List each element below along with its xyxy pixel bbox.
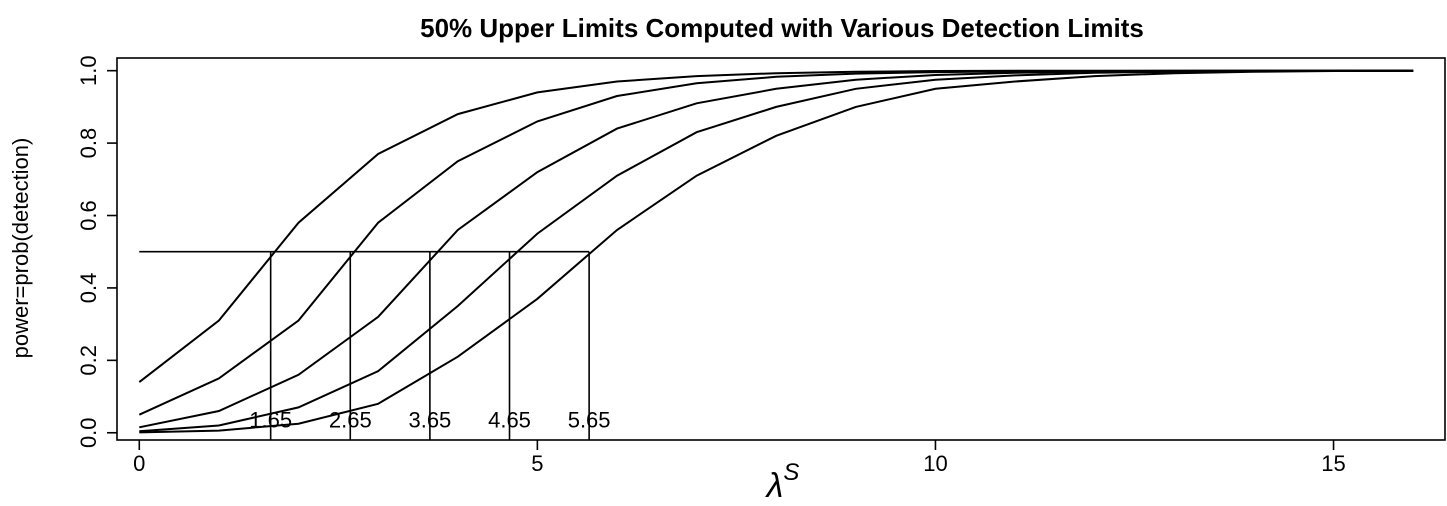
curve: [138, 69, 1414, 383]
x-tick-label: 15: [1321, 451, 1345, 476]
curve: [139, 69, 1414, 433]
y-tick-label: 0.4: [76, 273, 101, 304]
y-tick-label: 0.0: [76, 417, 101, 448]
curve: [139, 69, 1414, 434]
detection-limit-label: 5.65: [568, 408, 611, 433]
y-tick-label: 0.2: [76, 345, 101, 376]
chart-title: 50% Upper Limits Computed with Various D…: [420, 13, 1144, 43]
plot-frame: [116, 57, 1446, 441]
detection-limit-label: 1.65: [249, 408, 292, 433]
detection-limit-label: 4.65: [488, 408, 531, 433]
curve: [138, 69, 1414, 416]
x-axis-label: λS: [765, 459, 800, 505]
x-tick-label: 0: [133, 451, 145, 476]
x-tick-label: 10: [923, 451, 947, 476]
detection-limit-label: 3.65: [408, 408, 451, 433]
y-axis-label: power=prob(detection): [8, 138, 33, 359]
y-tick-label: 1.0: [76, 55, 101, 86]
x-tick-label: 5: [531, 451, 543, 476]
y-tick-label: 0.6: [76, 200, 101, 231]
detection-limit-label: 2.65: [329, 408, 372, 433]
curve: [139, 69, 1414, 429]
y-tick-label: 0.8: [76, 128, 101, 159]
